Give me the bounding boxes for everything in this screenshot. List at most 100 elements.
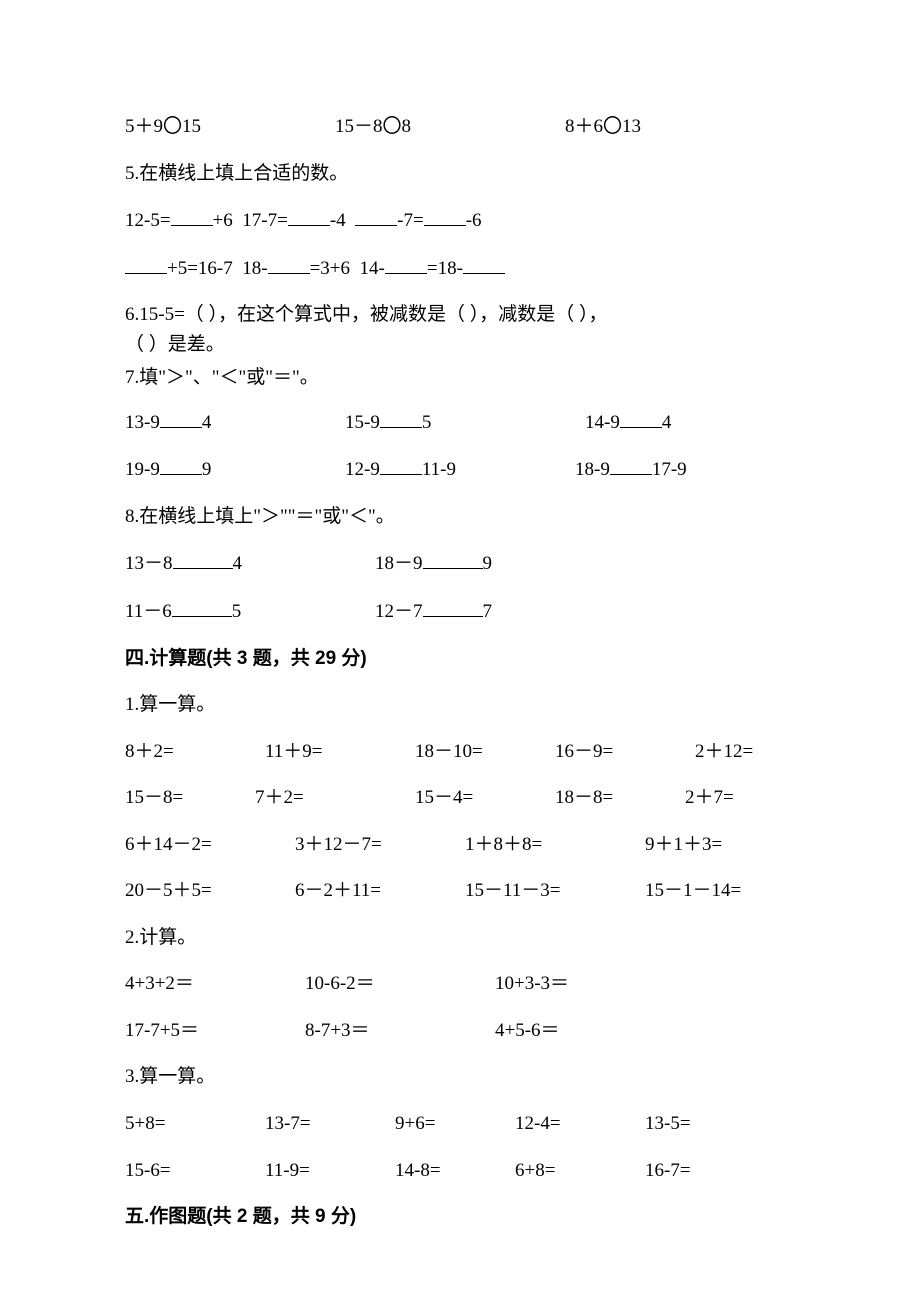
blank[interactable]: [385, 254, 427, 274]
s4q1r4: 20－5＋5= 6－2＋11= 15－11－3= 15－1－14=: [125, 877, 795, 905]
blank[interactable]: [423, 597, 483, 617]
compare-row: 5＋9〇15 15－8〇8 8＋6〇13: [125, 113, 795, 141]
t: 14-9: [585, 412, 620, 433]
cmp-a: 5＋9〇15: [125, 113, 335, 141]
s4q3: 3.算一算。: [125, 1063, 795, 1091]
q5-title: 5.在横线上填上合适的数。: [125, 160, 795, 188]
t: 10+3-3＝: [495, 970, 569, 998]
q7-row2: 19-9 9 12-911-9 18-9 17-9: [125, 455, 795, 484]
t: 18－10=: [415, 738, 555, 766]
s4q2: 2.计算。: [125, 924, 795, 952]
t: 9+6=: [395, 1110, 515, 1138]
s4q1: 1.算一算。: [125, 691, 795, 719]
q7-title: 7.填"＞"、"＜"或"＝"。: [125, 364, 795, 392]
s4q1r2: 15－8= 7＋2= 15－4= 18－8= 2＋7=: [125, 784, 795, 812]
section5-title: 五.作图题(共 2 题，共 9 分): [125, 1203, 795, 1231]
t: 5: [422, 412, 432, 433]
c: 12-911-9: [345, 455, 575, 484]
blank[interactable]: [620, 408, 662, 428]
c: 13-94: [125, 408, 345, 437]
t: 13－8: [125, 553, 173, 574]
section4-title: 四.计算题(共 3 题，共 29 分): [125, 645, 795, 673]
t: 17-7=: [242, 210, 288, 231]
t: 4+5-6＝: [495, 1017, 560, 1045]
blank[interactable]: [610, 455, 652, 475]
t: 9: [202, 459, 212, 480]
blank[interactable]: [380, 408, 422, 428]
s4q1r1: 8＋2= 11＋9= 18－10= 16－9= 2＋12=: [125, 738, 795, 766]
c: 18-9 17-9: [575, 455, 687, 484]
t: 19-9: [125, 459, 160, 480]
blank[interactable]: [423, 549, 483, 569]
t: 5+8=: [125, 1110, 265, 1138]
c: 12－7 7: [375, 597, 492, 626]
t: 16-7=: [645, 1157, 691, 1185]
q8-row1: 13－8 4 18－9 9: [125, 549, 795, 578]
t: 7: [483, 601, 493, 622]
t: 11－6: [125, 601, 172, 622]
t: 8＋2=: [125, 738, 265, 766]
t: 4: [233, 553, 243, 574]
t: 2＋7=: [685, 784, 734, 812]
q8-row2: 11－6 5 12－7 7: [125, 597, 795, 626]
q8-title: 8.在横线上填上"＞""＝"或"＜"。: [125, 503, 795, 531]
t: 16－9=: [555, 738, 695, 766]
t: 9＋1＋3=: [645, 831, 722, 859]
t: -7=: [397, 210, 424, 231]
s4q1r3: 6＋14－2= 3＋12－7= 1＋8＋8= 9＋1＋3=: [125, 831, 795, 859]
s4q2r2: 17-7+5＝ 8-7+3＝ 4+5-6＝: [125, 1017, 795, 1045]
t: 18－9: [375, 553, 423, 574]
t: 11＋9=: [265, 738, 415, 766]
t: +5=16-7: [167, 258, 233, 279]
s4q3r1: 5+8= 13-7= 9+6= 12-4= 13-5=: [125, 1110, 795, 1138]
blank[interactable]: [268, 254, 310, 274]
t: 5: [232, 601, 242, 622]
t: 18－8=: [555, 784, 685, 812]
q5-line1: 12-5=+6 17-7=-4 -7=-6: [125, 206, 795, 235]
t: 17-9: [652, 459, 687, 480]
blank[interactable]: [424, 206, 466, 226]
t: =18-: [427, 258, 463, 279]
blank[interactable]: [355, 206, 397, 226]
t: +6: [213, 210, 233, 231]
blank[interactable]: [125, 254, 167, 274]
blank[interactable]: [172, 597, 232, 617]
blank[interactable]: [380, 455, 422, 475]
blank[interactable]: [160, 455, 202, 475]
t: 12－7: [375, 601, 423, 622]
blank[interactable]: [171, 206, 213, 226]
t: 6－2＋11=: [295, 877, 465, 905]
c: 19-9 9: [125, 455, 345, 484]
t: 13-7=: [265, 1110, 395, 1138]
q7-row1: 13-94 15-9 5 14-94: [125, 408, 795, 437]
t: 9: [483, 553, 493, 574]
q6-line2: （ ）是差。: [125, 331, 795, 359]
t: 15－11－3=: [465, 877, 645, 905]
t: 10-6-2＝: [305, 970, 495, 998]
t: 15－1－14=: [645, 877, 741, 905]
t: 15-9: [345, 412, 380, 433]
c: 18－9 9: [375, 549, 492, 578]
t: 12-5=: [125, 210, 171, 231]
blank[interactable]: [173, 549, 233, 569]
t: 11-9=: [265, 1157, 395, 1185]
t: 7＋2=: [255, 784, 415, 812]
t: 15－8=: [125, 784, 255, 812]
blank[interactable]: [160, 408, 202, 428]
blank[interactable]: [288, 206, 330, 226]
t: 3＋12－7=: [295, 831, 465, 859]
t: 12-4=: [515, 1110, 645, 1138]
t: 11-9: [422, 459, 456, 480]
t: 15-6=: [125, 1157, 265, 1185]
t: 20－5＋5=: [125, 877, 295, 905]
t: -4: [330, 210, 346, 231]
c: 14-94: [585, 408, 671, 437]
s4q3r2: 15-6= 11-9= 14-8= 6+8= 16-7=: [125, 1157, 795, 1185]
t: 18-9: [575, 459, 610, 480]
t: 6+8=: [515, 1157, 645, 1185]
t: 8-7+3＝: [305, 1017, 495, 1045]
cmp-b: 15－8〇8: [335, 113, 565, 141]
t: 1＋8＋8=: [465, 831, 645, 859]
t: 6＋14－2=: [125, 831, 295, 859]
blank[interactable]: [463, 254, 505, 274]
